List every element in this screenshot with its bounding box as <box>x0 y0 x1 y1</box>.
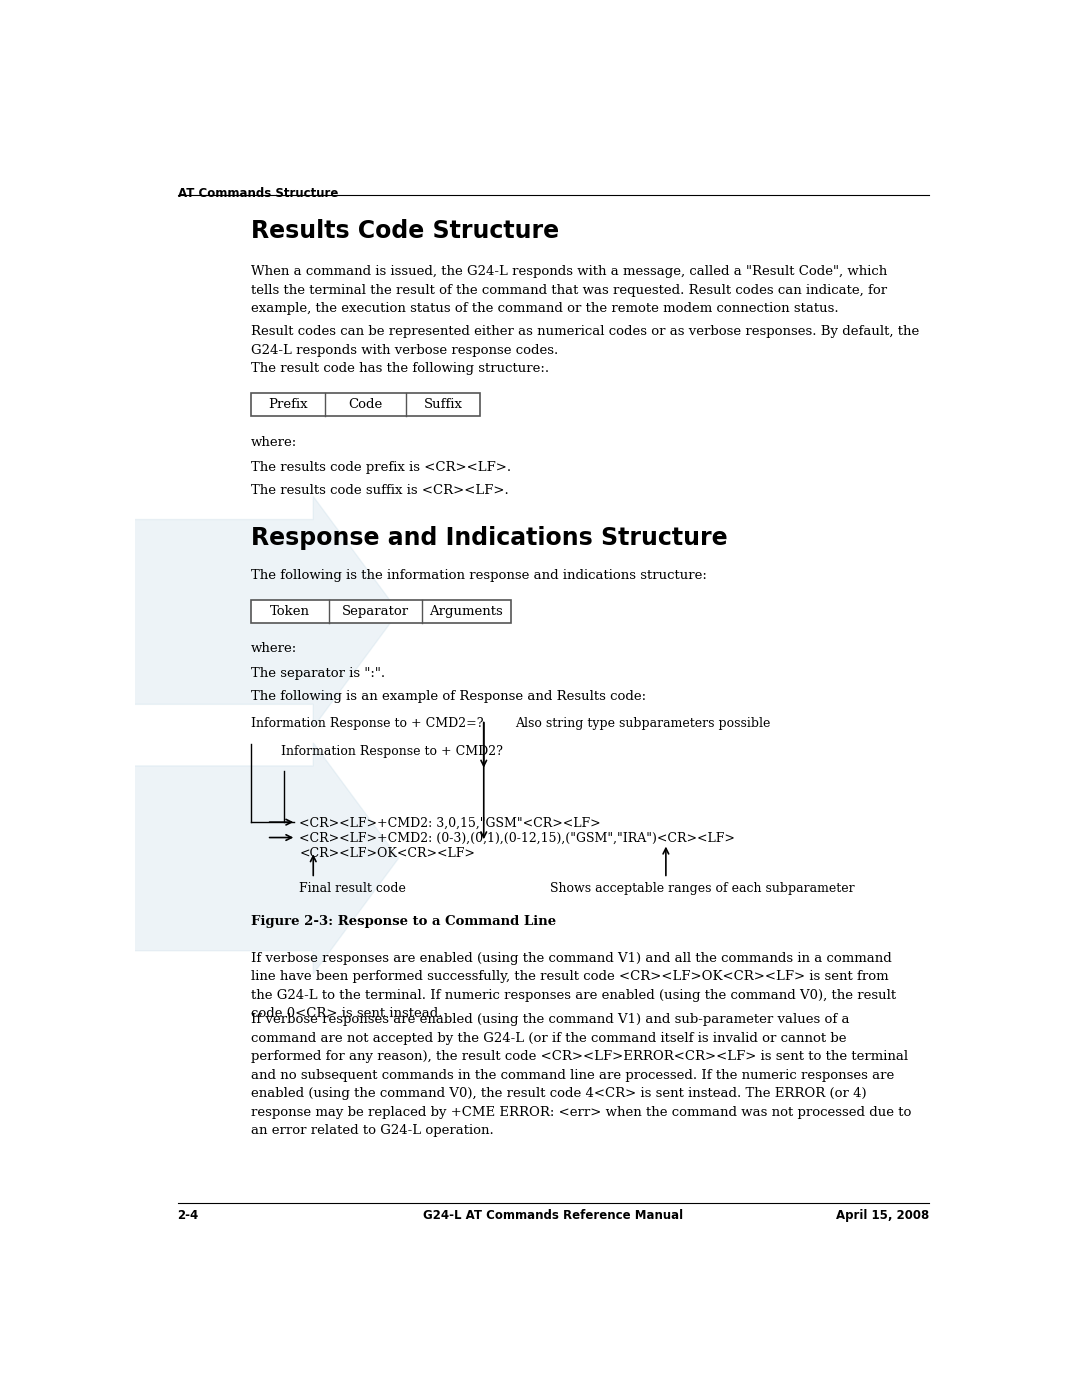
Text: Also string type subparameters possible: Also string type subparameters possible <box>515 717 770 729</box>
Text: AT Commands Structure: AT Commands Structure <box>177 187 338 200</box>
Text: April 15, 2008: April 15, 2008 <box>836 1208 930 1222</box>
Text: The separator is ":".: The separator is ":". <box>252 666 386 679</box>
Text: where:: where: <box>252 643 297 655</box>
Text: Prefix: Prefix <box>268 398 308 411</box>
Text: <CR><LF>+CMD2: (0-3),(0,1),(0-12,15),("GSM","IRA")<CR><LF>: <CR><LF>+CMD2: (0-3),(0,1),(0-12,15),("G… <box>299 831 735 844</box>
Text: Shows acceptable ranges of each subparameter: Shows acceptable ranges of each subparam… <box>550 882 854 895</box>
Bar <box>252 393 480 416</box>
Text: If verbose responses are enabled (using the command V1) and sub-parameter values: If verbose responses are enabled (using … <box>252 1013 912 1137</box>
Text: The results code suffix is <CR><LF>.: The results code suffix is <CR><LF>. <box>252 485 509 497</box>
Text: Figure 2-3: Response to a Command Line: Figure 2-3: Response to a Command Line <box>252 915 556 928</box>
Text: Arguments: Arguments <box>430 605 503 617</box>
FancyArrow shape <box>96 743 399 974</box>
Text: Final result code: Final result code <box>299 882 406 895</box>
Text: Information Response to + CMD2?: Information Response to + CMD2? <box>281 745 502 759</box>
Text: Token: Token <box>270 605 310 617</box>
Text: Response and Indications Structure: Response and Indications Structure <box>252 527 728 550</box>
Text: where:: where: <box>252 436 297 448</box>
FancyArrow shape <box>96 496 399 728</box>
Text: Suffix: Suffix <box>423 398 462 411</box>
Bar <box>252 599 511 623</box>
Text: 2-4: 2-4 <box>177 1208 199 1222</box>
Text: If verbose responses are enabled (using the command V1) and all the commands in : If verbose responses are enabled (using … <box>252 951 896 1020</box>
Text: The result code has the following structure:.: The result code has the following struct… <box>252 362 550 376</box>
Text: When a command is issued, the G24-L responds with a message, called a "Result Co: When a command is issued, the G24-L resp… <box>252 265 888 316</box>
Text: <CR><LF>+CMD2: 3,0,15,"GSM"<CR><LF>: <CR><LF>+CMD2: 3,0,15,"GSM"<CR><LF> <box>299 817 600 830</box>
Text: The following is an example of Response and Results code:: The following is an example of Response … <box>252 690 646 703</box>
Text: Separator: Separator <box>341 605 409 617</box>
Text: The following is the information response and indications structure:: The following is the information respons… <box>252 569 707 581</box>
Text: The results code prefix is <CR><LF>.: The results code prefix is <CR><LF>. <box>252 461 511 474</box>
Text: Code: Code <box>349 398 382 411</box>
Text: Result codes can be represented either as numerical codes or as verbose response: Result codes can be represented either a… <box>252 326 919 358</box>
Text: Information Response to + CMD2=?: Information Response to + CMD2=? <box>252 717 484 729</box>
Text: <CR><LF>OK<CR><LF>: <CR><LF>OK<CR><LF> <box>299 847 475 859</box>
Text: Results Code Structure: Results Code Structure <box>252 219 559 243</box>
Text: G24-L AT Commands Reference Manual: G24-L AT Commands Reference Manual <box>423 1208 684 1222</box>
